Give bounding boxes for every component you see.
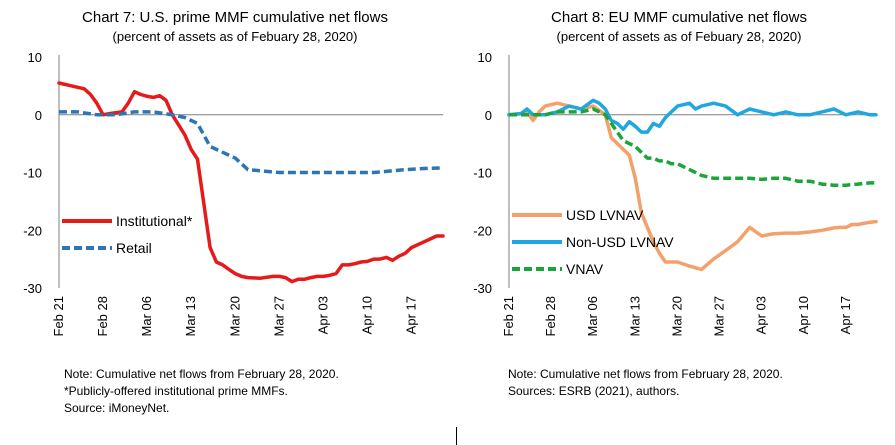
x-tick-label: Mar 20 <box>669 296 684 336</box>
y-tick-label: 0 <box>35 108 42 123</box>
x-tick-label: Mar 13 <box>183 296 198 336</box>
chart-7-plot: 10 0 -10 -20 -30 Feb 21 Feb 28 Mar 06 Mar 13 Mar … <box>23 50 445 336</box>
x-tick-label: Apr 10 <box>796 296 811 334</box>
y-tick-label: 0 <box>485 108 492 123</box>
chart-8-subtitle: (percent of assets as of Febuary 28, 202… <box>557 29 802 44</box>
x-tick-label: Apr 17 <box>838 296 853 334</box>
series-line-institutional <box>57 81 445 284</box>
legend-label: Institutional* <box>116 213 193 229</box>
x-tick-label: Apr 17 <box>404 296 419 334</box>
chart-7: Chart 7: U.S. prime MMF cumulative net f… <box>23 9 445 336</box>
legend-label: VNAV <box>566 261 604 277</box>
chart-8-notes: Note: Cumulative net flows from February… <box>508 366 783 400</box>
chart-8-source-line: Sources: ESRB (2021), authors. <box>508 384 680 398</box>
x-tick-label: Feb 21 <box>501 296 516 336</box>
y-tick-label: -10 <box>473 166 492 181</box>
y-tick-label: -10 <box>23 166 42 181</box>
chart-7-footnote-line: *Publicly-offered institutional prime MM… <box>64 384 288 398</box>
y-tick-label: -20 <box>473 223 492 238</box>
chart-8-note-line: Note: Cumulative net flows from February… <box>508 367 783 381</box>
x-tick-label: Apr 03 <box>315 296 330 334</box>
x-tick-label: Apr 10 <box>359 296 374 334</box>
x-tick-label: Feb 28 <box>543 296 558 336</box>
y-tick-label: 10 <box>478 50 492 65</box>
chart-7-note-line: Note: Cumulative net flows from February… <box>64 367 339 381</box>
chart-7-source-line: Source: iMoneyNet. <box>64 401 170 415</box>
series-line-usd-lvnav <box>507 101 878 272</box>
x-tick-label: Feb 21 <box>51 296 66 336</box>
chart-7-notes: Note: Cumulative net flows from February… <box>64 366 339 417</box>
chart-8: Chart 8: EU MMF cumulative net flows (pe… <box>473 9 878 336</box>
x-tick-label: Mar 06 <box>139 296 154 336</box>
x-tick-label: Mar 13 <box>627 296 642 336</box>
chart-7-title: Chart 7: U.S. prime MMF cumulative net f… <box>82 9 388 26</box>
divider-line <box>456 427 457 445</box>
y-tick-label: 10 <box>28 50 42 65</box>
y-tick-label: -30 <box>23 281 42 296</box>
series-line-non-usd-lvnav <box>507 98 878 134</box>
x-tick-label: Mar 20 <box>227 296 242 336</box>
y-tick-label: -20 <box>23 223 42 238</box>
y-tick-label: -30 <box>473 281 492 296</box>
x-tick-label: Mar 27 <box>271 296 286 336</box>
chart-8-title: Chart 8: EU MMF cumulative net flows <box>551 9 807 26</box>
series-line-retail <box>59 110 444 175</box>
legend-label: USD LVNAV <box>566 207 644 223</box>
x-tick-label: Mar 06 <box>585 296 600 336</box>
x-tick-label: Mar 27 <box>712 296 727 336</box>
chart-8-plot: 10 0 -10 -20 -30 Feb 21 Feb 28 Mar 06 Mar 13 Mar … <box>473 50 878 336</box>
x-tick-label: Apr 03 <box>754 296 769 334</box>
series-line-vnav <box>509 107 876 187</box>
x-tick-label: Feb 28 <box>95 296 110 336</box>
chart-7-subtitle: (percent of assets as of Febuary 28, 202… <box>113 29 358 44</box>
legend-label: Non-USD LVNAV <box>566 234 674 250</box>
legend-label: Retail <box>116 240 152 256</box>
